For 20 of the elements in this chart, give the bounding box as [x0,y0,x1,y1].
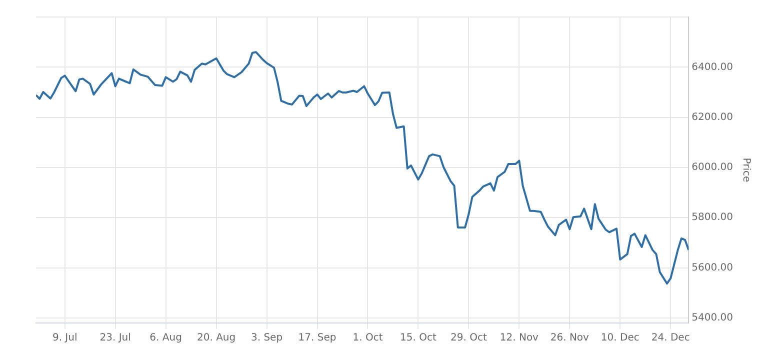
x-tick-label: 12. Nov [500,332,539,344]
y-axis-title: Price [740,158,752,182]
x-tick-label: 17. Sep [298,332,336,344]
x-tick-label: 29. Oct [450,332,487,344]
x-tick-label: 26. Nov [550,332,590,344]
y-tick-label: 6000.00 [692,162,734,174]
x-tick-label: 24. Dec [651,332,690,344]
x-tick-label: 15. Oct [400,332,436,344]
y-tick-label: 5800.00 [692,212,734,224]
x-tick-label: 1. Oct [352,332,383,344]
x-tick-label: 3. Sep [250,332,283,344]
y-tick-label: 6400.00 [692,62,734,73]
x-tick-label: 9. Jul [52,332,78,344]
x-tick-label: 6. Aug [150,332,182,344]
x-tick-label: 10. Dec [600,332,640,344]
y-tick-label: 5400.00 [692,312,734,324]
x-tick-label: 23. Jul [100,332,131,344]
y-tick-label: 6200.00 [692,112,734,123]
y-tick-label: 5600.00 [692,262,734,274]
x-tick-label: 20. Aug [196,332,236,344]
